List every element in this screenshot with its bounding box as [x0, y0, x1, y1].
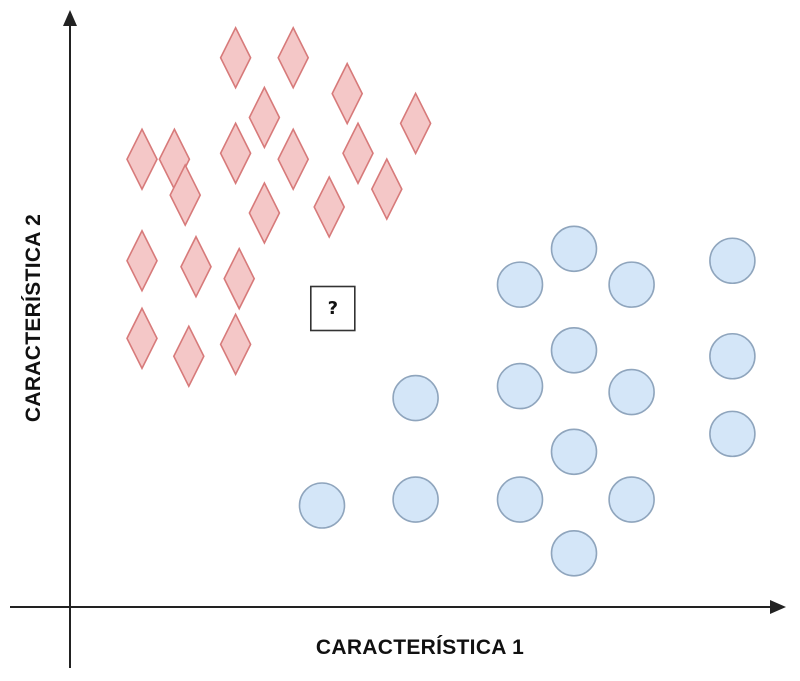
data-marks: [126, 25, 756, 577]
query-point-box: [309, 285, 356, 332]
query-point-label: ?: [328, 298, 338, 319]
diamond-point-20: [219, 312, 252, 377]
diamond-point-8: [277, 127, 310, 192]
circle-point-12: [298, 482, 346, 529]
query-point: ?: [309, 285, 356, 332]
diamond-point-10: [169, 163, 202, 227]
circle-point-7: [496, 362, 544, 410]
circle-point-2: [709, 237, 756, 285]
circle-point-5: [550, 326, 598, 374]
diamond-point-3: [331, 61, 364, 126]
diamond-point-12: [313, 175, 346, 239]
diamond-point-9: [342, 121, 374, 186]
diamond-point-16: [180, 234, 212, 299]
circle-point-1: [550, 225, 598, 273]
x-axis-arrowhead: [770, 600, 786, 614]
circle-point-14: [496, 476, 544, 523]
diamond-point-11: [248, 181, 281, 245]
circle-point-4: [608, 261, 655, 308]
circle-point-11: [709, 410, 756, 458]
diamond-point-5: [399, 91, 432, 156]
x-axis-title: CARACTERÍSTICA 1: [316, 636, 524, 659]
circle-point-9: [392, 374, 439, 422]
circle-point-8: [608, 368, 655, 416]
diamond-point-18: [126, 306, 158, 371]
circle-point-10: [550, 428, 598, 476]
circle-point-16: [550, 529, 598, 577]
diamond-point-17: [223, 246, 256, 311]
circle-point-15: [608, 476, 655, 523]
diamond-point-7: [219, 121, 252, 186]
diamond-point-13: [370, 157, 403, 221]
diamond-point-2: [277, 25, 310, 90]
circle-point-3: [496, 261, 544, 308]
circle-point-6: [709, 332, 756, 380]
y-axis-title: CARACTERÍSTICA 2: [22, 214, 45, 422]
y-axis-arrowhead: [63, 10, 77, 26]
diamond-point-1: [219, 25, 252, 90]
diamond-point-14: [126, 127, 158, 192]
diamond-point-15: [126, 228, 158, 293]
axes: [10, 10, 786, 668]
diamond-point-4: [248, 85, 281, 150]
diamond-point-19: [172, 324, 205, 389]
circle-point-13: [392, 476, 439, 523]
